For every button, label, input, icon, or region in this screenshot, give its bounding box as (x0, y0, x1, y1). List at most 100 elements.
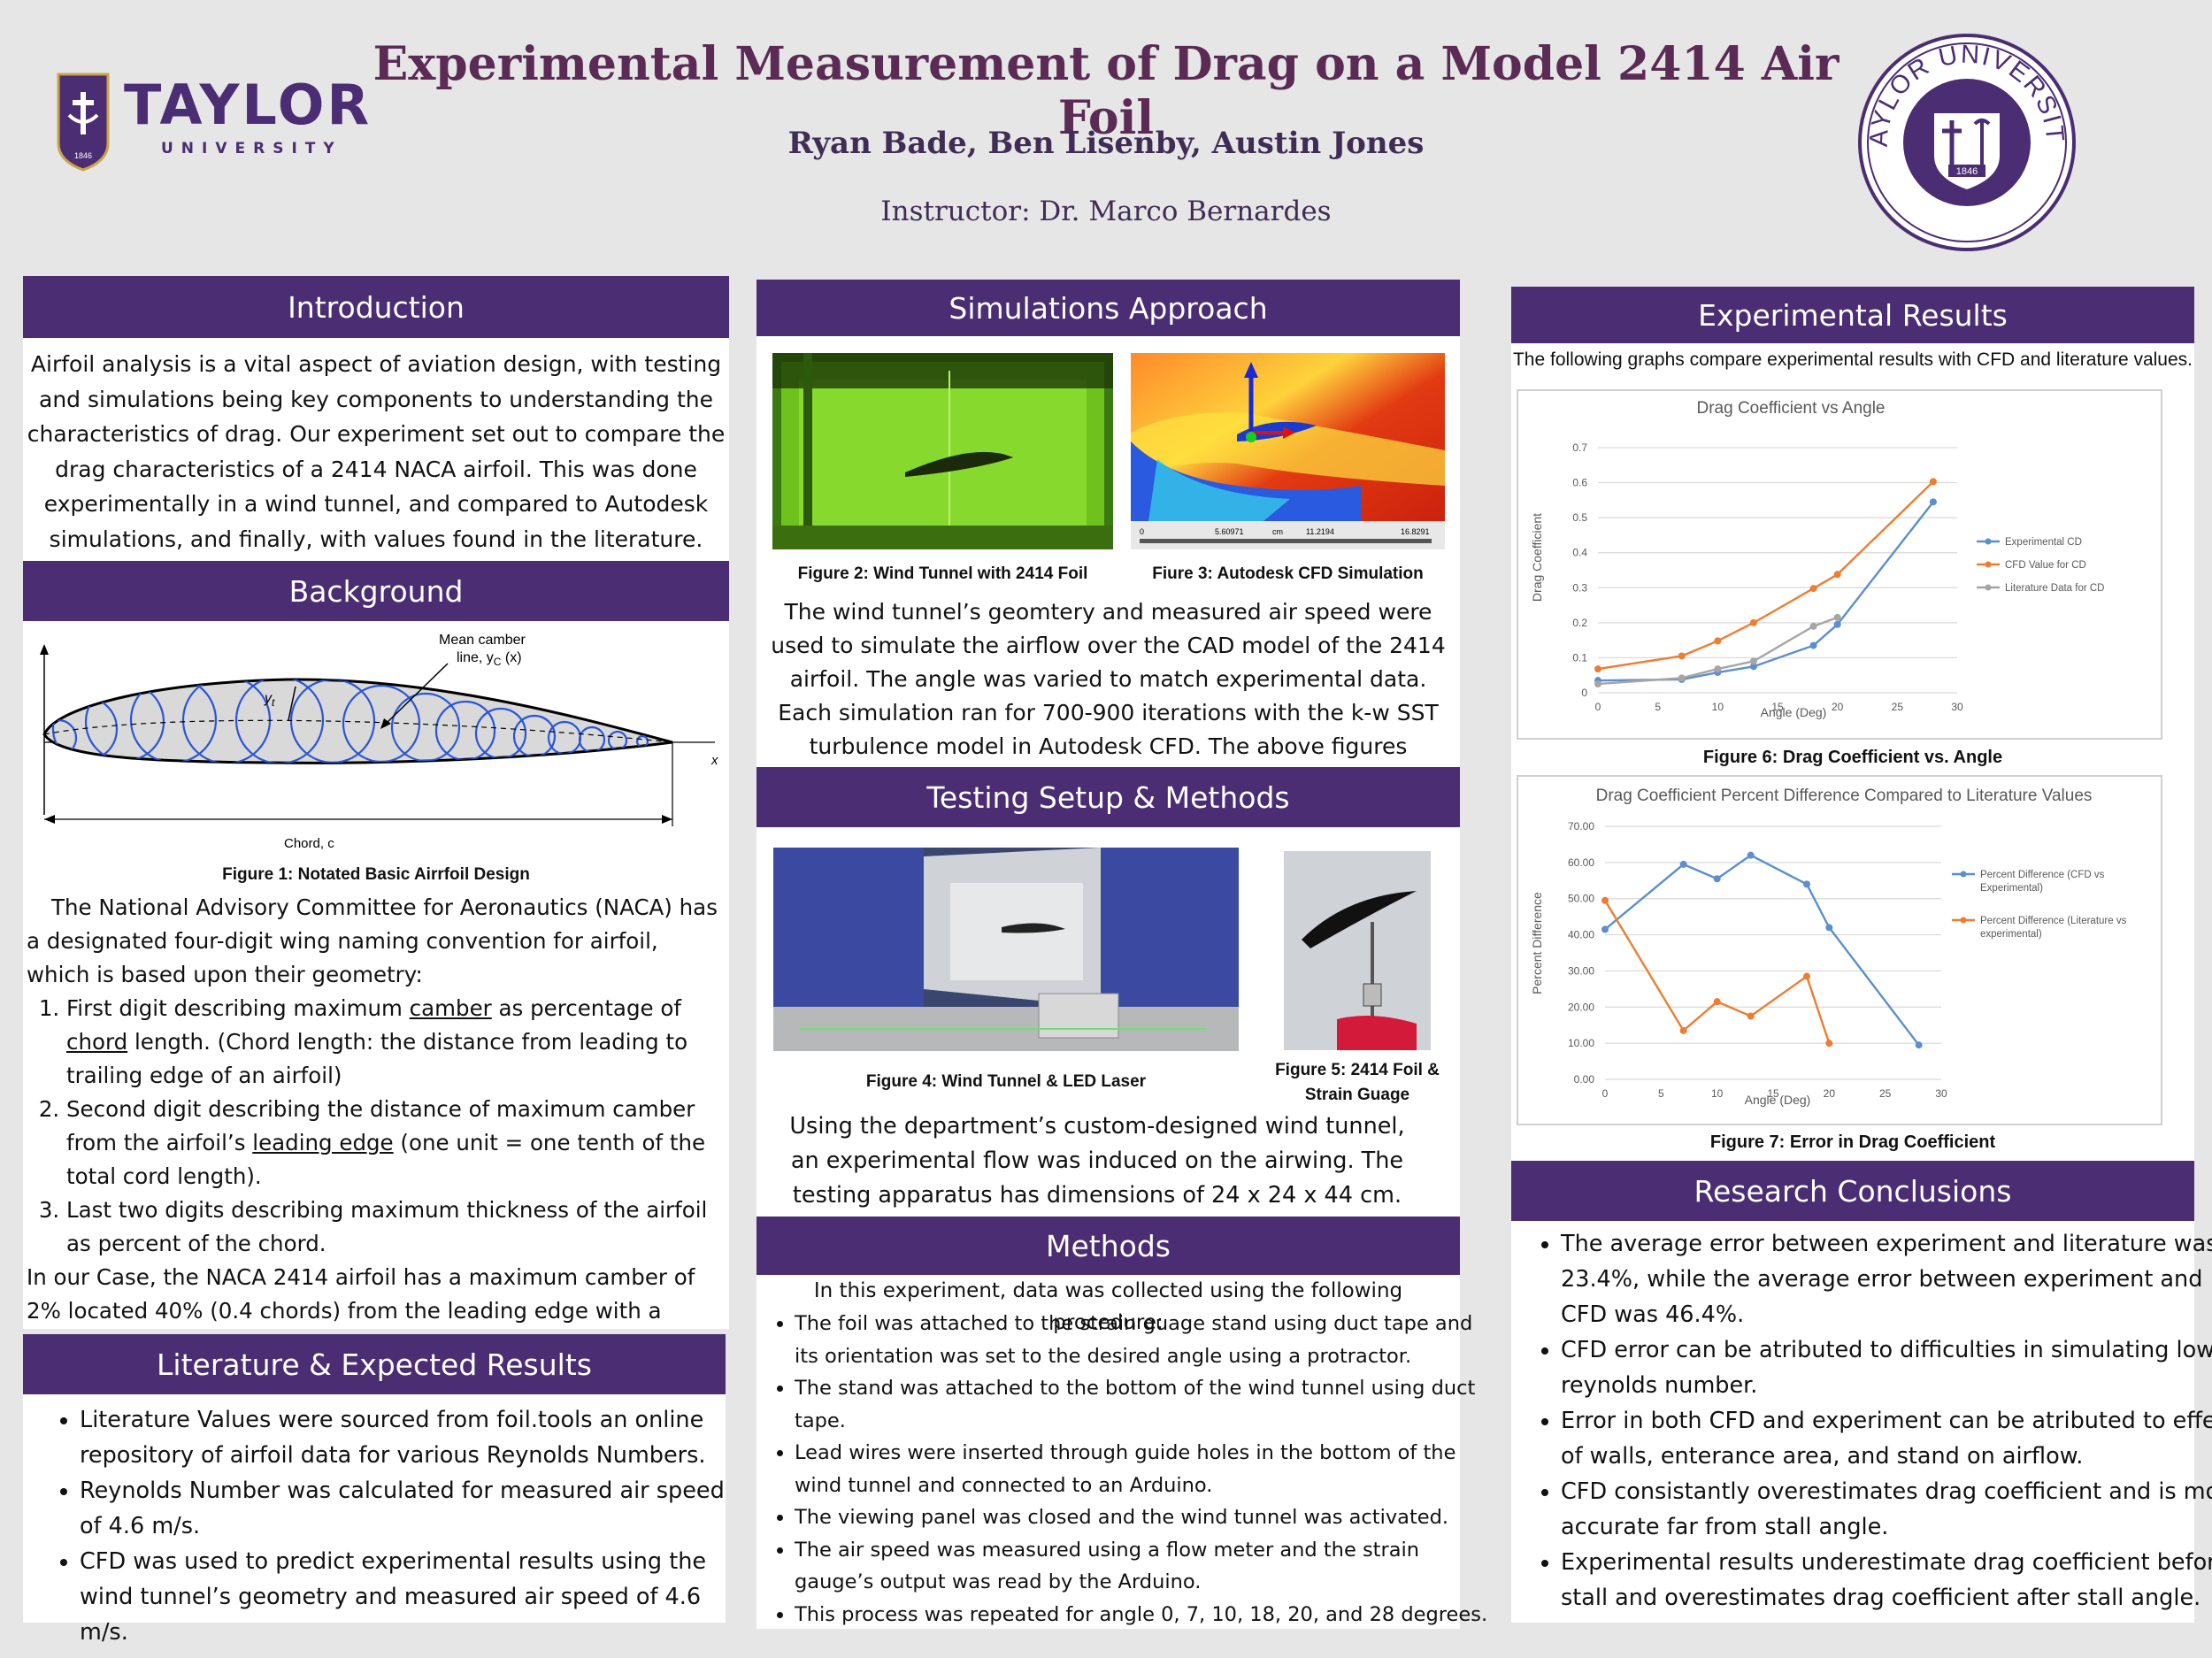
figure-4-caption: Figure 4: Wind Tunnel & LED Laser (865, 1072, 1147, 1091)
scale-0: 0 (1140, 527, 1144, 536)
conclusions-list: The average error between experiment and… (1509, 1226, 2212, 1616)
intro-header: Introduction (23, 276, 729, 338)
data-point (1713, 875, 1721, 883)
data-point (1749, 618, 1757, 626)
figure-7-caption: Figure 7: Error in Drag Coefficient (1709, 1132, 1996, 1152)
data-point (1803, 972, 1810, 980)
list-item: Reynolds Number was calculated for measu… (80, 1473, 734, 1544)
y-tick-label: 0.5 (1572, 511, 1587, 524)
wind-tunnel-photo (772, 353, 1113, 549)
list-item: Lead wires were inserted through guide h… (795, 1437, 1502, 1501)
list-item: The foil was attached to the strain guag… (795, 1308, 1502, 1372)
figure-1-caption: Figure 1: Notated Basic Airrfoil Design (222, 865, 530, 884)
literature-list: Literature Values were sourced from foil… (27, 1402, 734, 1650)
x-tick-label: 10 (1711, 1087, 1724, 1100)
intro-text: Airfoil analysis is a vital aspect of av… (27, 351, 726, 552)
x-tick-label: 10 (1712, 701, 1724, 713)
legend-marker (1960, 917, 1967, 924)
data-point (1915, 1041, 1923, 1049)
list-item: The stand was attached to the bottom of … (795, 1372, 1502, 1437)
background-body: The National Advisory Committee for Aero… (27, 891, 727, 1362)
data-point (1747, 851, 1755, 859)
legend-label: Percent Difference (CFD vs Experimental) (1980, 870, 2105, 894)
y-tick-label: 0.4 (1572, 547, 1587, 559)
x-tick-label: 5 (1658, 1087, 1664, 1100)
list-item: The viewing panel was closed and the win… (795, 1501, 1502, 1534)
y-tick-label: 0.2 (1572, 617, 1587, 629)
data-point (1929, 478, 1937, 486)
data-point (1809, 622, 1817, 630)
chart-grid (1605, 825, 1941, 1080)
chart-drag-coefficient: Drag Coefficient vs Angle 00.10.20.30.40… (1517, 389, 2162, 740)
chart-title: Drag Coefficient vs Angle (1697, 399, 1886, 418)
legend-label: Percent Difference (Literature vs experim… (1980, 916, 2127, 940)
fig-label-line: line, yC (x) (457, 650, 522, 668)
y-axis-label: Percent Difference (1530, 892, 1544, 994)
data-point (1749, 663, 1757, 671)
fig-label-yt: yt (264, 691, 275, 709)
y-tick-label: 0.00 (1574, 1073, 1595, 1086)
naca-paragraph: The National Advisory Committee for Aero… (27, 894, 718, 987)
y-ticks: 0 0.1 0.2 0.3 0.4 0.5 0.6 0.7 (1572, 441, 1587, 699)
y-tick-label: 50.00 (1568, 893, 1594, 905)
cfd-simulation-image: 0 5.60971 cm 11.2194 16.8291 (1131, 353, 1445, 549)
shield-icon: 1846 (57, 73, 110, 172)
list-item: CFD error can be atributed to difficulti… (1561, 1332, 2212, 1403)
scale-2: 11.2194 (1306, 527, 1334, 536)
data-point (1594, 665, 1601, 673)
data-point (1809, 641, 1817, 649)
data-point (1929, 498, 1937, 506)
figure-2-caption: Figure 2: Wind Tunnel with 2414 Foil (797, 564, 1088, 583)
scale-1: 5.60971 (1215, 527, 1244, 536)
x-ticks: 0 5 10 15 20 25 30 (1595, 701, 1963, 713)
data-point (1825, 924, 1833, 932)
list-item: Last two digits describing maximum thick… (66, 1194, 727, 1261)
legend-label: Literature Data for CD (2005, 583, 2105, 594)
logo-sub: UNIVERSITY (161, 140, 342, 157)
legend-marker (1985, 561, 1992, 568)
methods-intro: In this experiment, data was collected u… (813, 1279, 1403, 1334)
results-header: Experimental Results (1511, 287, 2194, 343)
literature-header: Literature & Expected Results (23, 1334, 726, 1394)
testing-text: Using the department’s custom-designed w… (789, 1113, 1405, 1209)
y-tick-label: 10.00 (1568, 1037, 1594, 1049)
data-point (1678, 652, 1686, 660)
poster-instructor: Instructor: Dr. Marco Bernardes (880, 196, 1332, 227)
x-tick-label: 5 (1655, 701, 1661, 713)
data-point (1713, 998, 1721, 1006)
logo-year: 1846 (74, 151, 92, 160)
figure-3-caption: Fiure 3: Autodesk CFD Simulation (1152, 564, 1424, 583)
list-item: CFD consistantly overestimates drag coef… (1561, 1474, 2212, 1545)
chart-title: Drag Coefficient Percent Difference Comp… (1596, 787, 2093, 805)
legend-marker (1985, 584, 1992, 591)
y-ticks: 0.00 10.00 20.00 30.00 40.00 50.00 60.00 70.00 (1568, 820, 1594, 1086)
data-point (1833, 613, 1841, 621)
airfoil-diagram: Mean camber line, yC (x) yt x Chord, c (40, 633, 718, 851)
methods-list: The foil was attached to the strain guag… (741, 1308, 1502, 1631)
legend-label: CFD Value for CD (2005, 560, 2086, 571)
poster-title: Experimental Measurement of Drag on a Mo… (373, 37, 1839, 145)
data-point (1714, 665, 1722, 673)
chart-legend: Experimental CD CFD Value for CD Literatur… (1977, 537, 2105, 594)
chart-frame (1517, 775, 2162, 1125)
x-ticks: 0 5 10 15 20 25 30 (1602, 1087, 1947, 1100)
x-tick-label: 0 (1602, 1087, 1609, 1100)
data-point (1833, 571, 1841, 579)
x-axis-label: Angle (Deg) (1761, 705, 1827, 719)
foil-strain-gauge-photo (1284, 851, 1431, 1050)
data-point (1679, 1026, 1687, 1034)
data-point (1679, 860, 1687, 868)
y-tick-label: 60.00 (1568, 856, 1594, 869)
chart-legend: Percent Difference (CFD vs Experimental) P… (1952, 870, 2127, 940)
data-point (1601, 925, 1609, 933)
wind-tunnel-led-photo (773, 848, 1239, 1051)
x-tick-label: 15 (1771, 701, 1784, 713)
y-tick-label: 70.00 (1568, 820, 1594, 833)
methods-header: Methods (757, 1217, 1460, 1275)
list-item: First digit describing maximum camber as… (66, 992, 727, 1093)
fig-label-xaxis: x (710, 753, 718, 768)
chart-percent-difference: Drag Coefficient Percent Difference Comp… (1517, 775, 2162, 1125)
list-item: The air speed was measured using a flow … (795, 1534, 1502, 1599)
fig-label-chord: Chord, c (284, 836, 334, 851)
logo-word: TAYLOR (124, 73, 373, 137)
